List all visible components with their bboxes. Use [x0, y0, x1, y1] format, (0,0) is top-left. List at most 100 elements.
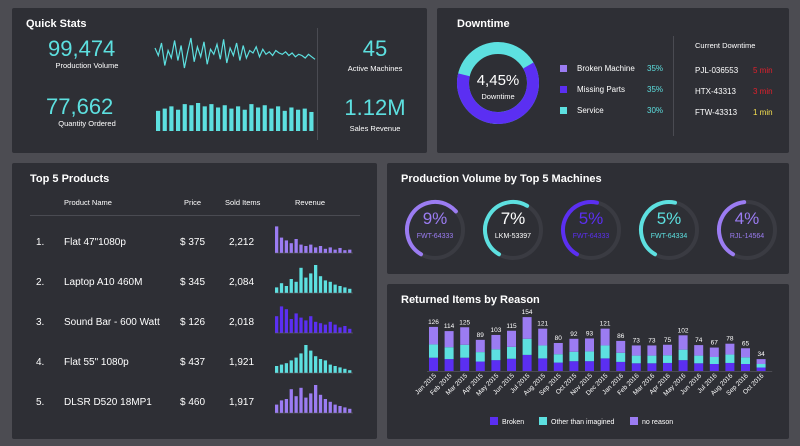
bar-no-reason [491, 334, 501, 350]
revenue-bar [343, 407, 347, 413]
bar-total-label: 125 [459, 319, 470, 326]
machine-id: LKM-53397 [494, 233, 532, 240]
sales-revenue-value: 1.12M [344, 95, 406, 120]
header-product-name: Product Name [64, 198, 112, 207]
revenue-bar [314, 265, 318, 293]
bar-no-reason [678, 335, 688, 350]
revenue-bar [323, 280, 328, 293]
revenue-bar [338, 286, 342, 293]
downtime-duration: 5 min [753, 66, 773, 75]
donut-segment [457, 42, 539, 124]
revenue-bar [294, 396, 298, 413]
downtime-divider [673, 36, 674, 136]
bar-no-reason [429, 326, 438, 345]
production-volume-value: 99,474 [48, 36, 116, 61]
downtime-percent: 4,45% [476, 72, 520, 89]
bar-no-reason [709, 347, 719, 357]
row-price: $ 375 [180, 237, 206, 248]
bar-other-than-imagined [460, 344, 470, 358]
bar-total-label: 114 [444, 323, 455, 330]
bar-no-reason [569, 338, 579, 352]
machine-id: RJL-14564 [729, 233, 765, 240]
quantity-bar [242, 109, 247, 131]
revenue-bar [279, 400, 284, 413]
quantity-bar [189, 105, 194, 131]
bar-other-than-imagined [647, 355, 657, 364]
bar-broken [725, 362, 735, 371]
quantity-bar [296, 109, 301, 131]
revenue-bar [309, 244, 313, 253]
quantity-bar [162, 108, 167, 131]
revenue-bar [279, 306, 284, 333]
bar-total-label: 121 [537, 321, 548, 328]
revenue-bar [294, 239, 298, 253]
bar-broken [678, 360, 688, 371]
bar-no-reason [538, 328, 548, 346]
quantity-ordered-label: Quantity Ordered [58, 119, 116, 128]
bar-broken [709, 364, 719, 371]
machine-percent: 4% [734, 209, 760, 228]
row-revenue-sparkbars [275, 265, 353, 294]
machines-title: Production Volume by Top 5 Machines [401, 173, 602, 185]
downtime-machine-id: PJL-036553 [695, 66, 739, 75]
bar-total-label: 74 [695, 337, 703, 344]
revenue-bar [304, 246, 308, 253]
revenue-bar [309, 393, 313, 413]
machine-percent: 5% [656, 209, 682, 228]
gauge-arc [561, 199, 621, 260]
bar-broken [429, 357, 438, 371]
quick-stats-panel: Quick Stats 99,474 Production Volume 77,… [12, 8, 427, 153]
production-volume-label: Production Volume [55, 61, 119, 70]
revenue-bar [323, 399, 328, 413]
machine-id: FWT-64334 [650, 233, 688, 240]
returned-title: Returned Items by Reason [401, 294, 540, 306]
downtime-label: Downtime [481, 92, 515, 101]
row-rank: 1. [36, 237, 45, 248]
row-rank: 5. [36, 397, 45, 408]
row-product-name: Laptop A10 460M [64, 277, 143, 288]
revenue-bar [328, 364, 332, 373]
bar-total-label: 78 [726, 336, 734, 343]
machine-gauge [639, 199, 699, 260]
bar-other-than-imagined [538, 345, 548, 359]
revenue-bar [348, 249, 352, 253]
row-rank: 4. [36, 357, 45, 368]
bar-total-label: 73 [633, 337, 641, 344]
bar-other-than-imagined [444, 347, 454, 360]
bar-other-than-imagined [709, 357, 719, 364]
sparkline-line [154, 37, 316, 69]
bar-other-than-imagined [569, 351, 579, 362]
machine-id: FWT-64333 [572, 233, 610, 240]
bar-broken [600, 358, 610, 371]
top5-title: Top 5 Products [30, 173, 110, 185]
bar-broken [553, 362, 563, 371]
bar-no-reason [647, 345, 657, 356]
bar-broken [756, 367, 766, 371]
bar-broken [491, 360, 501, 371]
revenue-bar [275, 287, 279, 293]
revenue-bar [309, 316, 313, 333]
revenue-bar [289, 279, 293, 293]
gauge-arc [717, 199, 777, 260]
bar-total-label: 86 [617, 333, 625, 340]
revenue-bar [284, 309, 289, 333]
legend-label: no reason [642, 419, 673, 426]
revenue-bar [284, 286, 289, 293]
active-machines-label: Active Machines [347, 64, 403, 73]
revenue-bar [314, 356, 318, 373]
bar-broken [475, 361, 485, 371]
bar-broken [444, 359, 454, 371]
row-price: $ 345 [180, 277, 206, 288]
legend-name: Service [577, 106, 604, 115]
quantity-bar [196, 103, 201, 131]
quantity-bar [229, 108, 234, 131]
table-row: 2. Laptop A10 460M $ 345 2,084 [12, 265, 368, 309]
revenue-bar [299, 387, 303, 413]
quantity-bar [289, 107, 294, 131]
machine-percent: 7% [500, 209, 526, 228]
revenue-bar [279, 283, 284, 293]
bar-broken [507, 358, 516, 371]
bar-broken [647, 363, 657, 371]
quick-stats-title: Quick Stats [26, 18, 87, 30]
bar-broken [694, 363, 704, 371]
